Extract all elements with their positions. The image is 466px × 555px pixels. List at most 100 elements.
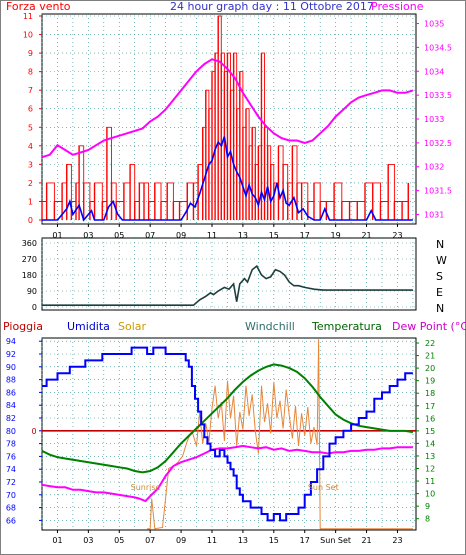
direction-tick-label: 0 xyxy=(32,303,37,312)
right-tick-label: 1033 xyxy=(424,115,444,124)
x-tick-label: 05 xyxy=(114,536,124,545)
humidity-tick-label: 84 xyxy=(6,401,16,410)
humidity-tick-label: 86 xyxy=(6,388,16,397)
x-tick-label: 03 xyxy=(83,536,93,545)
x-tick-label: 01 xyxy=(52,231,62,240)
wind-force-label: Forza vento xyxy=(6,0,71,13)
temperature-tick-label: 19 xyxy=(425,377,435,386)
x-tick-label: 21 xyxy=(361,231,371,240)
gust-series-line xyxy=(42,15,409,202)
temperature-tick-label: 11 xyxy=(425,477,435,486)
direction-tick-label: 360 xyxy=(22,239,37,248)
chart-title: 24 hour graph day : 11 Ottobre 2017 xyxy=(170,0,374,13)
x-tick-label: 11 xyxy=(207,536,217,545)
temperature-tick-label: 8 xyxy=(425,515,430,524)
right-tick-label: 1031 xyxy=(424,210,444,219)
temperature-series-line xyxy=(41,363,414,474)
temperature-tick-label: 13 xyxy=(425,452,435,461)
left-tick-label: 3 xyxy=(28,160,33,169)
left-tick-label: 2 xyxy=(28,179,33,188)
x-tick-label: 17 xyxy=(300,231,310,240)
x-tick-label: 07 xyxy=(145,231,155,240)
sunrise-label: Sunrise xyxy=(131,483,161,492)
compass-label: N xyxy=(436,238,444,251)
right-tick-label: 1034 xyxy=(424,67,444,76)
x-tick-label: 07 xyxy=(145,536,155,545)
wind-series-line xyxy=(42,136,413,222)
left-tick-label: 11 xyxy=(23,12,33,21)
temperature-tick-label: 17 xyxy=(425,402,435,411)
wind-pressure-panel: 0123456789101110311031.510321032.5103310… xyxy=(23,12,452,240)
left-tick-label: 6 xyxy=(28,105,33,114)
x-tick-label: 09 xyxy=(176,536,186,545)
x-tick-label: 23 xyxy=(392,231,402,240)
x-tick-label: 05 xyxy=(114,231,124,240)
humidity-label: Umidita xyxy=(67,320,110,333)
left-tick-label: 10 xyxy=(23,31,33,40)
right-tick-label: 1032.5 xyxy=(424,139,452,148)
right-tick-label: 1032 xyxy=(424,163,444,172)
x-tick-label: 21 xyxy=(361,536,371,545)
x-tick-label: Sun Set xyxy=(320,536,351,545)
right-tick-label: 1031.5 xyxy=(424,187,452,196)
left-tick-label: 4 xyxy=(28,142,33,151)
pressure-label: Pressione xyxy=(371,0,424,13)
humidity-tick-label: 94 xyxy=(6,337,16,346)
temp-humidity-panel: 66 68 70 72 74 76 78 80 82 84 86 88 90 92 94 8 9 10 11 12 13… xyxy=(6,337,435,545)
left-tick-label: 1 xyxy=(28,197,33,206)
dewpoint-label: Dew Point (°C) xyxy=(392,320,466,333)
x-tick-label: 01 xyxy=(52,536,62,545)
temperature-label: Temperatura xyxy=(311,320,382,333)
right-tick-label: 1033.5 xyxy=(424,91,452,100)
temperature-tick-label: 21 xyxy=(425,352,435,361)
compass-label: S xyxy=(436,270,443,283)
x-tick-label: 15 xyxy=(269,536,279,545)
temperature-tick-label: 22 xyxy=(425,339,435,348)
plot-area xyxy=(41,237,417,311)
x-tick-label: 17 xyxy=(300,536,310,545)
temperature-tick-label: 15 xyxy=(425,427,435,436)
pressure-series-line xyxy=(41,58,414,159)
humidity-tick-label: 72 xyxy=(6,478,16,487)
x-tick-label: 09 xyxy=(176,231,186,240)
humidity-tick-label: 68 xyxy=(6,504,16,513)
humidity-series-line xyxy=(42,346,413,522)
x-tick-label: 13 xyxy=(238,231,248,240)
humidity-tick-label: 70 xyxy=(6,491,16,500)
left-tick-label: 8 xyxy=(28,68,33,77)
humidity-tick-label: 88 xyxy=(6,376,16,385)
solar-label: Solar xyxy=(118,320,147,333)
dewpoint-series-line xyxy=(41,444,413,503)
direction-tick-label: 90 xyxy=(27,287,37,296)
right-tick-label: 1034.5 xyxy=(424,43,452,52)
direction-tick-label: 180 xyxy=(22,271,37,280)
plot-area xyxy=(41,337,417,531)
humidity-tick-label: 82 xyxy=(6,414,16,423)
x-tick-label: 03 xyxy=(83,231,93,240)
temperature-tick-label: 18 xyxy=(425,389,435,398)
humidity-tick-label: 80 xyxy=(6,427,16,436)
temperature-tick-label: 10 xyxy=(425,490,435,499)
left-tick-label: 7 xyxy=(28,86,33,95)
humidity-tick-label: 78 xyxy=(6,440,16,449)
compass-label: W xyxy=(436,254,447,267)
temperature-tick-label: 12 xyxy=(425,465,435,474)
rain-label: Pioggia xyxy=(3,320,43,333)
humidity-tick-label: 92 xyxy=(6,350,16,359)
temperature-tick-label: 16 xyxy=(425,414,435,423)
windchill-label: Windchill xyxy=(245,320,295,333)
compass-label: E xyxy=(436,286,443,299)
solar-series-line xyxy=(147,339,413,530)
temperature-tick-label: 14 xyxy=(425,439,435,448)
direction-tick-label: 270 xyxy=(22,255,37,264)
left-tick-label: 5 xyxy=(28,123,33,132)
x-tick-label: 15 xyxy=(269,231,279,240)
x-tick-label: 19 xyxy=(331,231,341,240)
x-tick-label: 13 xyxy=(238,536,248,545)
left-tick-label: 0 xyxy=(28,216,33,225)
left-tick-label: 9 xyxy=(28,49,33,58)
temperature-tick-label: 20 xyxy=(425,364,435,373)
humidity-tick-label: 66 xyxy=(6,516,16,525)
